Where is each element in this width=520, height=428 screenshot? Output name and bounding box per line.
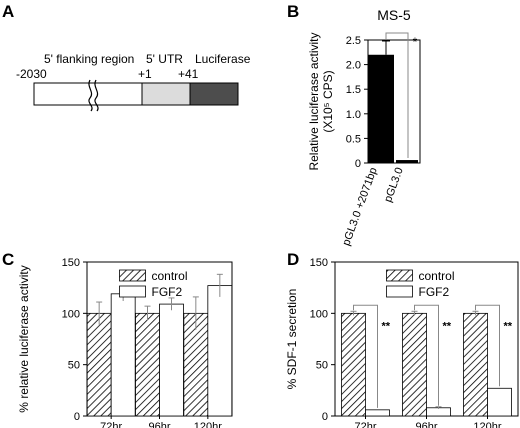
bar <box>487 387 512 417</box>
flank-label: 5' flanking region <box>44 52 134 66</box>
significance-bracket <box>414 304 439 406</box>
x-tick-label: 72hr <box>354 421 376 428</box>
panel-letter-a: A <box>2 2 14 21</box>
y-axis-label: % SDF-1 secretion <box>285 289 299 390</box>
x-tick-label: 120hr <box>473 421 501 428</box>
luciferase-box <box>189 82 239 106</box>
utr-box <box>141 82 191 106</box>
luciferase-label: Luciferase <box>195 52 251 66</box>
significance-star: * <box>413 35 418 49</box>
y-tick-label: 100 <box>310 308 328 320</box>
significance-bracket <box>475 304 500 387</box>
y-tick-label: 50 <box>68 360 80 372</box>
bar <box>365 409 390 417</box>
legend-swatch <box>119 269 146 282</box>
y-tick-label: 0.5 <box>346 133 361 145</box>
chart-b: MS-5 Relative luciferase activity (X10⁵ CP… <box>307 7 421 247</box>
x-tick-label: 96hr <box>148 421 170 428</box>
legend-label: FGF2 <box>419 285 450 299</box>
bar <box>426 407 451 417</box>
x-tick-label: 72hr <box>100 421 122 428</box>
bar <box>368 54 394 164</box>
y-axis-label: % relative luciferase activity <box>17 265 31 412</box>
y-tick-label: 150 <box>62 257 80 269</box>
y-tick-label: 0 <box>322 411 328 423</box>
bar <box>135 312 160 417</box>
position-plus41-label: +41 <box>178 67 199 81</box>
significance-bracket <box>353 304 378 408</box>
y-tick-label: 50 <box>316 360 328 372</box>
y-axis-label: Relative luciferase activity <box>307 32 321 170</box>
panel-letter-d: D <box>287 250 299 269</box>
bar <box>396 160 418 163</box>
bar <box>463 312 488 417</box>
break-mark-left <box>88 79 93 112</box>
x-tick-label: pGL3.0 <box>382 166 406 204</box>
x-tick-label: 96hr <box>415 421 437 428</box>
legend-swatch <box>119 285 146 298</box>
construct-diagram: 5' flanking region 5' UTR Luciferase -20… <box>16 52 251 112</box>
position-start-label: -2030 <box>16 67 47 81</box>
significance-stars: ** <box>443 320 452 332</box>
utr-label: 5' UTR <box>146 52 183 66</box>
significance-bracket <box>385 32 409 159</box>
panel-letter-b: B <box>287 2 299 21</box>
bar <box>207 285 233 417</box>
y-tick-label: 2.5 <box>346 35 361 47</box>
legend-label: control <box>419 269 455 283</box>
bar <box>110 293 136 417</box>
x-tick-label: pGL3.0 +2071bp <box>340 166 379 247</box>
y-tick-label: 0 <box>355 158 361 170</box>
y-tick-label: 2.0 <box>346 60 361 72</box>
break-mark-right <box>94 79 99 112</box>
y-tick-label: 1.0 <box>346 109 361 121</box>
legend-label: FGF2 <box>152 285 183 299</box>
chart-c: % relative luciferase activity 0 50 100 150 7… <box>17 257 233 428</box>
panel-letter-c: C <box>2 250 14 269</box>
bar <box>86 312 112 417</box>
chart-d: % SDF-1 secretion 0 50 100 150 72hr 96hr 120hr c… <box>285 257 519 428</box>
legend-label: control <box>152 269 188 283</box>
y-tick-label: 150 <box>310 257 328 269</box>
y-tick-label: 1.5 <box>346 84 361 96</box>
legend-swatch <box>386 285 413 298</box>
flank-region-box <box>33 82 143 106</box>
significance-stars: ** <box>504 320 513 332</box>
y-axis-label-units: (X10⁵ CPS) <box>321 70 335 132</box>
bar <box>402 312 427 417</box>
y-tick-label: 0 <box>74 411 80 423</box>
bar <box>159 303 184 417</box>
significance-stars: ** <box>382 320 391 332</box>
x-tick-label: 120hr <box>194 421 222 428</box>
y-tick-label: 100 <box>62 308 80 320</box>
bar <box>183 312 209 417</box>
bar <box>341 312 366 417</box>
legend-swatch <box>386 269 413 282</box>
chart-title: MS-5 <box>377 7 411 23</box>
position-plus1-label: +1 <box>138 67 152 81</box>
